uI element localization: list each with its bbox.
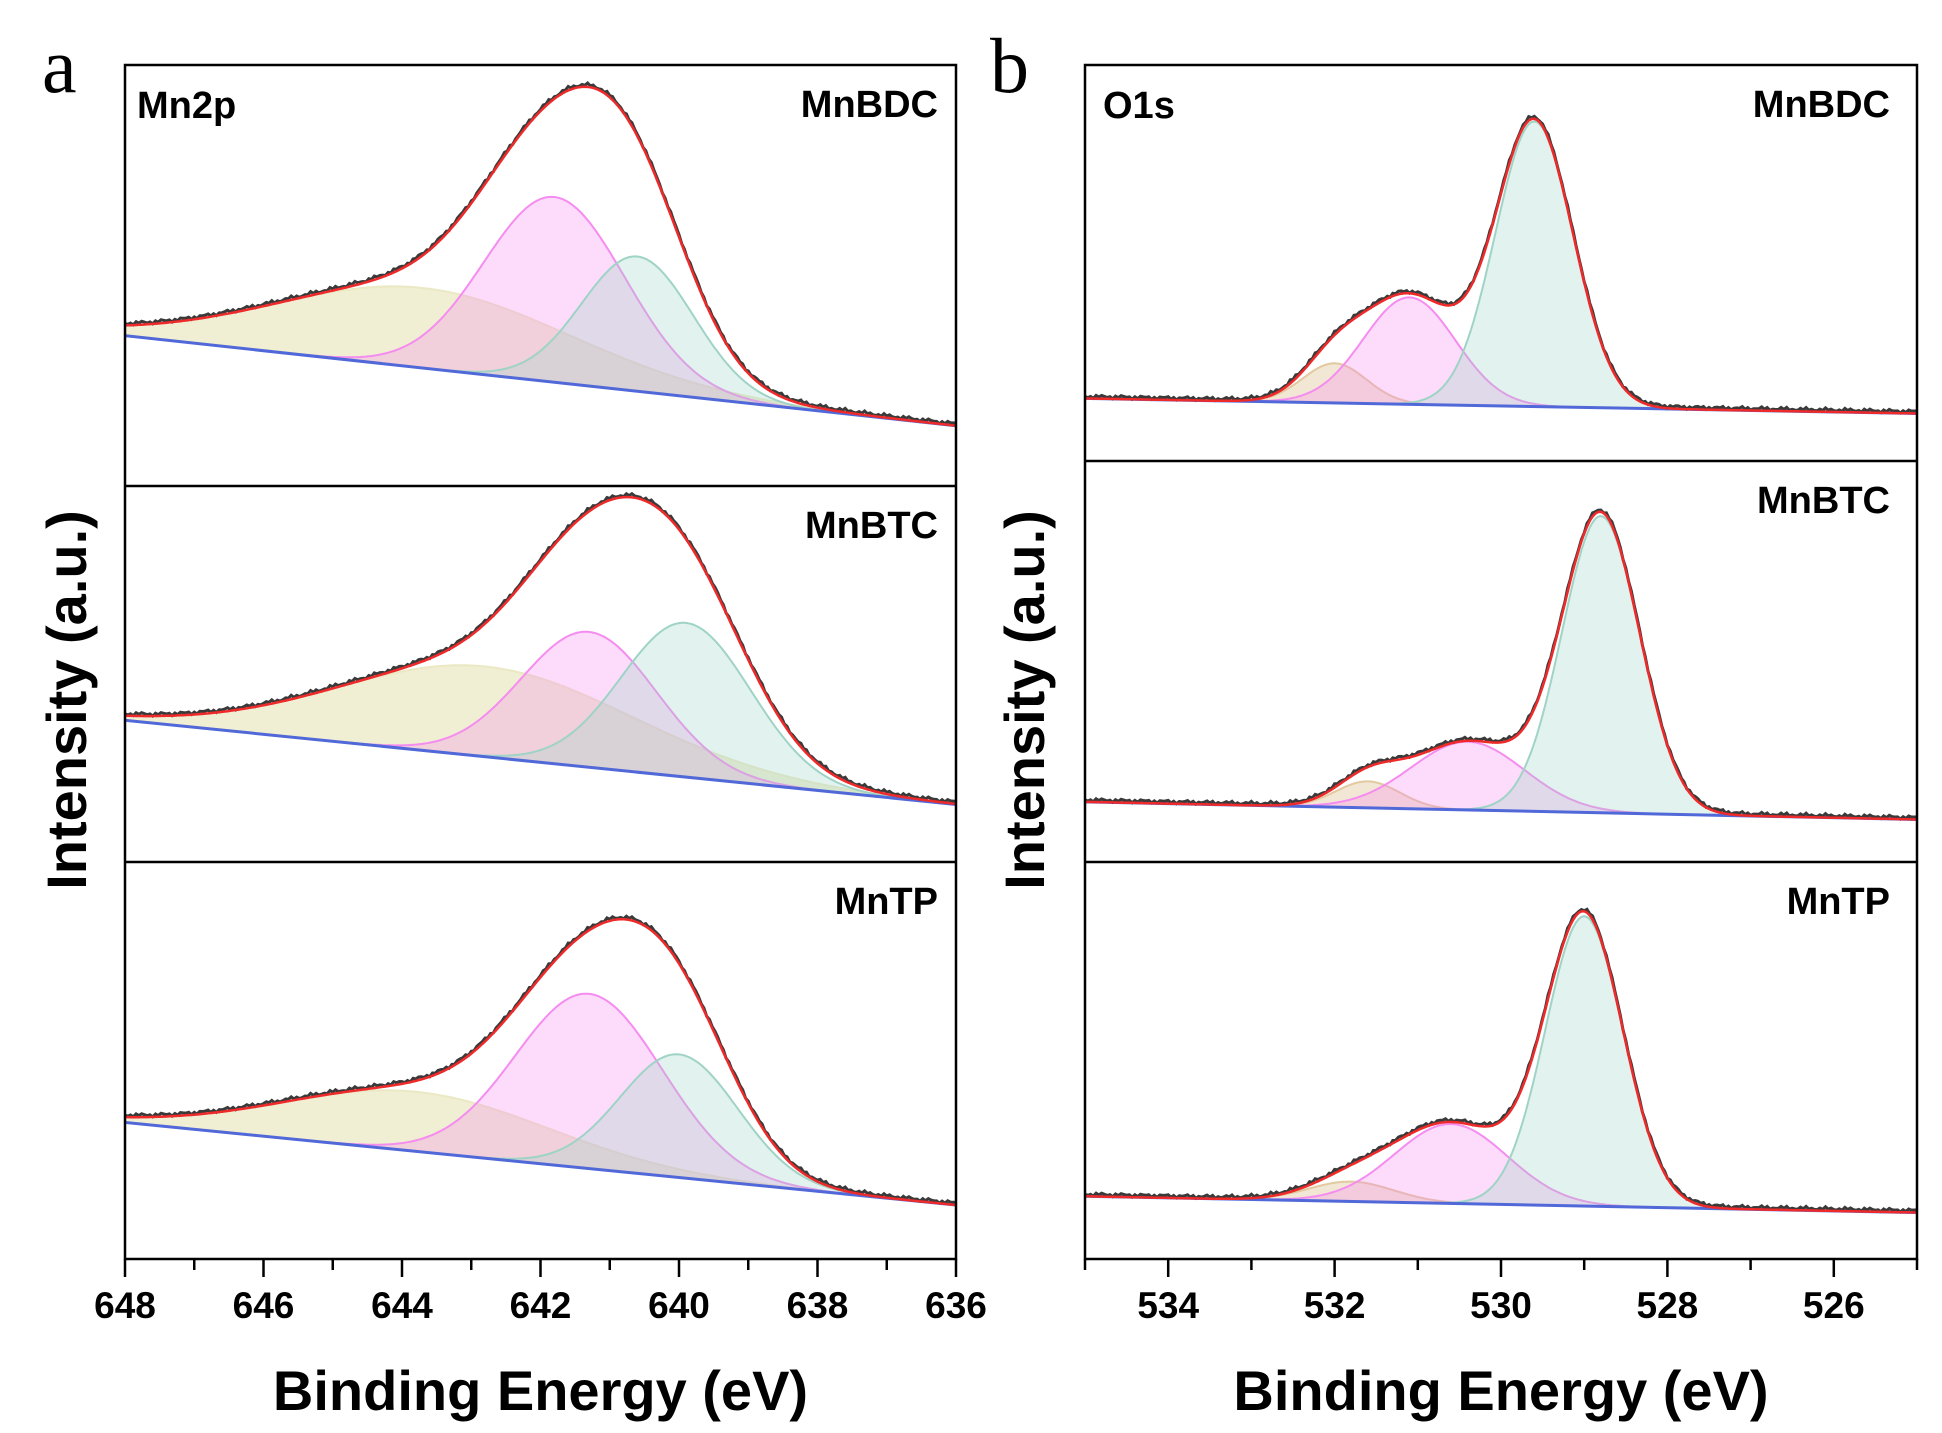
fit-envelope-line [1084,117,1918,415]
sample-label: MnBDC [801,84,938,126]
fit-envelope-line [125,918,957,1207]
background-line [124,334,957,428]
x-tick-label: 640 [648,1285,710,1326]
sample-label: MnTP [835,881,938,923]
x-tick-label: 642 [510,1285,572,1326]
panel-letter: b [990,22,1029,109]
x-tick-label: 534 [1137,1285,1199,1326]
sample-label: MnBTC [805,505,938,547]
fit-envelope-line [124,85,957,427]
panel-a: a MnBDC MnBTC MnTP Mn2p 648 646 644 642 640 638 636… [35,22,987,1422]
y-axis-title: Intensity (a.u.) [35,510,98,890]
panel-b: b MnBDC MnBTC MnTP O1s 534 532 530 528 526 Binding… [990,22,1919,1422]
x-tick-label: 532 [1304,1285,1366,1326]
background-line [124,718,957,806]
x-tick-label: 528 [1637,1285,1699,1326]
subplot-mntp: MnTP [1084,860,1918,1215]
raw-data-line [1084,508,1918,821]
y-axis-title: Intensity (a.u.) [993,510,1056,890]
subplot-mnbtc: MnBTC [124,484,957,806]
subplot-mnbdc: MnBDC [1084,84,1918,415]
x-tick-label: 646 [233,1285,295,1326]
background-line [124,1120,957,1207]
fit-envelope-line [125,495,957,806]
component-mn3- [124,992,957,1206]
x-tick-label: 638 [787,1285,849,1326]
x-axis-title: Binding Energy (eV) [273,1359,808,1422]
raw-data-line [1084,907,1918,1214]
sample-label: MnTP [1787,881,1890,923]
fit-envelope-line [1085,910,1918,1214]
x-tick-label: 530 [1470,1285,1532,1326]
sample-label: MnBTC [1757,480,1890,522]
subplot-mnbtc: MnBTC [1084,459,1918,821]
fit-envelope-line [1084,510,1918,821]
x-tick-label: 636 [925,1285,987,1326]
x-axis-title: Binding Energy (eV) [1233,1359,1768,1422]
sample-label: MnBDC [1753,84,1890,126]
x-tick-label: 526 [1803,1285,1865,1326]
x-tick-label: 644 [371,1285,433,1326]
subplot-mnbdc: MnBDC [124,80,957,428]
element-label: O1s [1103,85,1175,127]
panel-letter: a [42,22,77,109]
subplot-mntp: MnTP [124,860,957,1207]
element-label: Mn2p [137,85,236,127]
x-tick-label: 648 [94,1285,156,1326]
component-mn-o [1084,120,1918,415]
